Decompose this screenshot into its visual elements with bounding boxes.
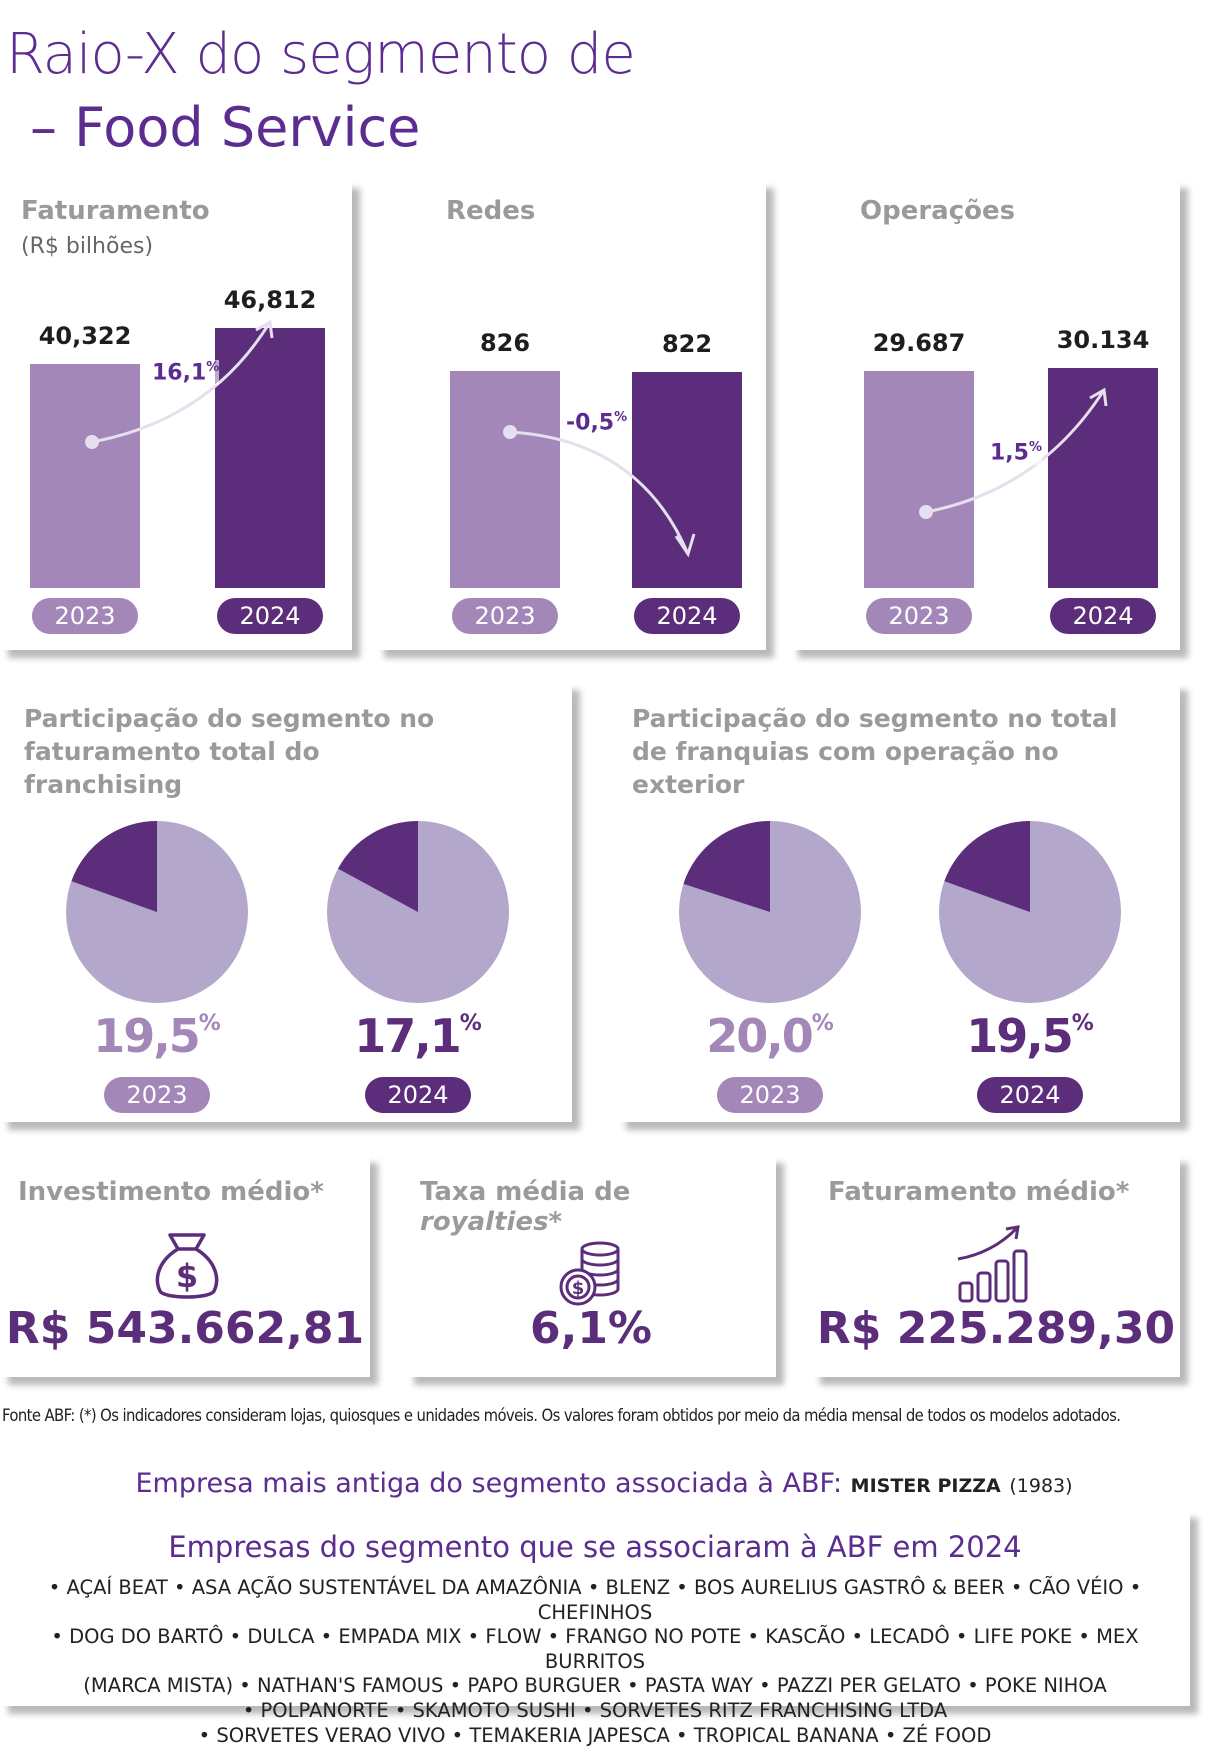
new-members-title: Empresas do segmento que se associaram à… xyxy=(168,1530,1022,1564)
pie-2023 xyxy=(66,821,248,1003)
bar-2023 xyxy=(864,371,974,588)
bar-value-label: 40,322 xyxy=(38,322,132,351)
growth-chart-icon xyxy=(957,1225,1028,1303)
bar-2024 xyxy=(1048,368,1158,588)
list-line: • DOG DO BARTÔ • DULCA • EMPADA MIX • FL… xyxy=(51,1625,1139,1673)
pie-2024 xyxy=(939,821,1121,1003)
pie-2024 xyxy=(327,821,509,1003)
year-pill: 2024 xyxy=(1050,598,1156,634)
svg-text:$: $ xyxy=(572,1278,585,1299)
page-title-line1: Raio-X do segmento de xyxy=(6,22,636,87)
list-line: • POLPANORTE • SKAMOTO SUSHI • SORVETES … xyxy=(242,1698,948,1722)
bar-2024 xyxy=(632,372,742,588)
year-pill: 2024 xyxy=(365,1077,471,1113)
source-note: Fonte ABF: (*) Os indicadores consideram… xyxy=(2,1406,1121,1425)
year-pill: 2023 xyxy=(717,1077,823,1113)
year-pill: 2023 xyxy=(452,598,558,634)
kpi-card-royalties: Taxa média de royalties* $ 6,1% xyxy=(406,1155,776,1377)
kpi-card-investimento: Investimento médio* $ R$ 543.662,81 xyxy=(0,1155,370,1377)
bar-value-label: 46,812 xyxy=(223,286,317,314)
pie-segment-slice xyxy=(944,821,1030,912)
list-line: (MARCA MISTA) • NATHAN'S FAMOUS • PAPO B… xyxy=(83,1674,1107,1698)
pie-percent-label: 17,1% xyxy=(354,1009,482,1063)
pie-percent-label: 20,0% xyxy=(706,1009,834,1063)
kpi-label: Investimento médio* xyxy=(18,1177,324,1207)
kpi-value: R$ 225.289,30 xyxy=(816,1303,1176,1354)
change-label: 1,5% xyxy=(990,440,1043,466)
pie-segment-slice xyxy=(71,821,157,912)
pie-segment-slice xyxy=(337,821,418,912)
pie-percent-label: 19,5% xyxy=(966,1009,1094,1063)
card-title: Participação do segmento no faturamento … xyxy=(24,704,435,799)
oldest-label: Empresa mais antiga do segmento associad… xyxy=(135,1468,843,1499)
pie-percent-label: 19,5% xyxy=(93,1009,221,1063)
svg-text:$: $ xyxy=(176,1257,198,1295)
bar-value-label: 822 xyxy=(661,330,713,359)
change-label: -0,5% xyxy=(566,410,628,436)
coin-stack-icon: $ xyxy=(559,1241,620,1306)
list-line: • AÇAÍ BEAT • ASA AÇÃO SUSTENTÁVEL DA AM… xyxy=(48,1576,1142,1624)
card-title: Redes xyxy=(446,196,536,226)
year-pill: 2023 xyxy=(104,1077,210,1113)
kpi-label: Faturamento médio* xyxy=(828,1177,1130,1207)
money-bag-icon: $ xyxy=(155,1233,219,1299)
year-pill: 2023 xyxy=(32,598,138,634)
year-pill: 2024 xyxy=(634,598,740,634)
pie-2023 xyxy=(679,821,861,1003)
change-label: 16,1% xyxy=(152,360,220,386)
card-title: Operações xyxy=(860,196,1016,226)
kpi-label: Taxa média de royalties* xyxy=(420,1177,631,1237)
bar-2024 xyxy=(215,328,325,588)
kpi-card-faturamento-medio: Faturamento médio* R$ 225.289,30 xyxy=(812,1155,1180,1377)
kpi-value: R$ 543.662,81 xyxy=(5,1303,365,1354)
oldest-company-year: (1983) xyxy=(1009,1475,1073,1497)
bar-2023 xyxy=(30,364,140,588)
card-title: Faturamento xyxy=(21,196,210,226)
list-line: • SORVETES VERAO VIVO • TEMAKERIA JAPESC… xyxy=(198,1723,992,1747)
year-pill: 2023 xyxy=(866,598,972,634)
bar-2023 xyxy=(450,371,560,588)
new-members-card: Empresas do segmento que se associaram à… xyxy=(0,1510,1190,1747)
page-title-line2: – Food Service xyxy=(30,96,421,159)
card-title: Participação do segmento no total de fra… xyxy=(632,704,1118,799)
kpi-value: 6,1% xyxy=(529,1303,653,1354)
oldest-company-name: MISTER PIZZA xyxy=(850,1475,1001,1497)
bar-value-label: 826 xyxy=(479,329,531,357)
year-pill: 2024 xyxy=(217,598,323,634)
bar-value-label: 30.134 xyxy=(1056,326,1150,354)
pie-card-exterior: Participação do segmento no total de fra… xyxy=(618,682,1180,1122)
oldest-company: Empresa mais antiga do segmento associad… xyxy=(0,1468,1208,1499)
year-pill: 2024 xyxy=(977,1077,1083,1113)
bar-value-label: 29.687 xyxy=(872,329,966,358)
pie-segment-slice xyxy=(683,821,770,912)
new-members-list: • AÇAÍ BEAT • ASA AÇÃO SUSTENTÁVEL DA AM… xyxy=(0,1576,1190,1748)
card-subtitle: (R$ bilhões) xyxy=(21,234,154,259)
